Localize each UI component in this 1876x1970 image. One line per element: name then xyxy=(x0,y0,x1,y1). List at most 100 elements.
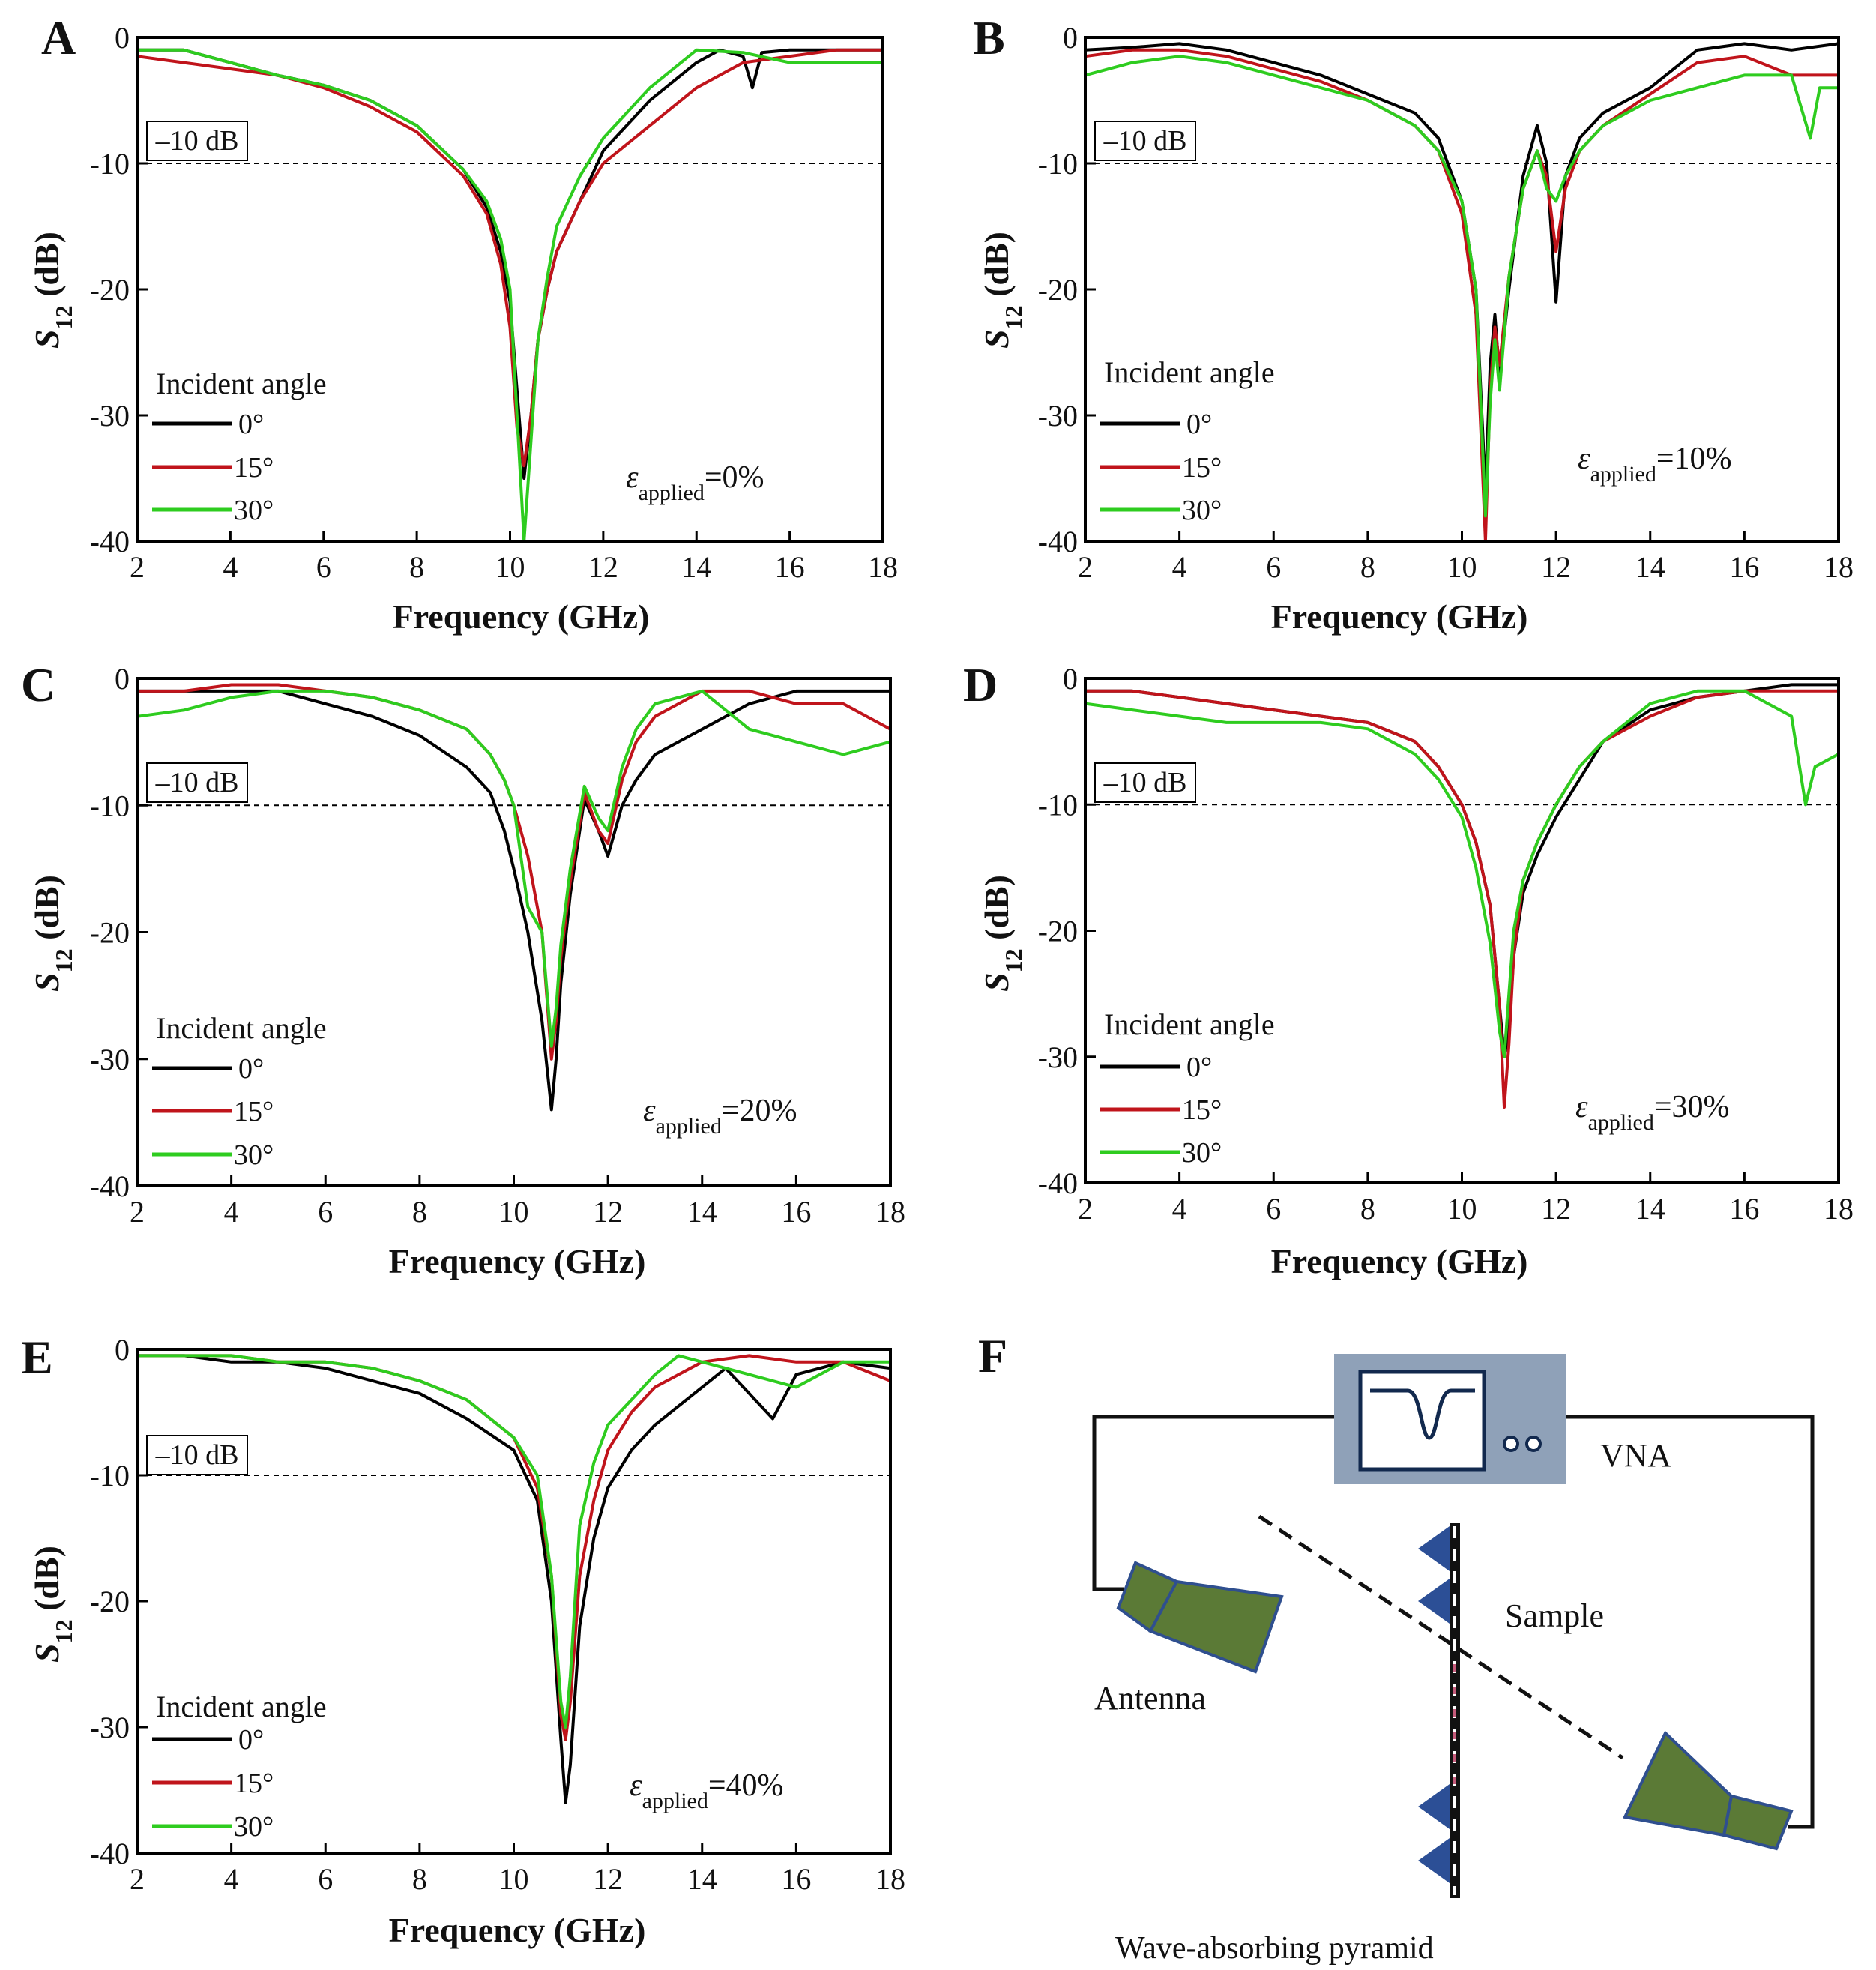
axis-ticks: 2 4 6 8 10 12 14 16 18 0 -10 -20 -30 -40 xyxy=(1038,662,1854,1226)
strain-epsilon: ε xyxy=(643,1094,656,1128)
receive-antenna xyxy=(1623,1730,1794,1851)
y-tick-label: -40 xyxy=(1038,1166,1078,1200)
y-axis-title-unit: (dB) xyxy=(28,875,66,948)
x-axis-title: Frequency (GHz) xyxy=(1271,597,1528,636)
receive-antenna-horn xyxy=(1623,1730,1734,1837)
threshold-label-box xyxy=(146,762,248,803)
y-tick-label: 0 xyxy=(1063,662,1078,696)
y-tick-label: -40 xyxy=(90,1169,130,1203)
series-line-30deg xyxy=(1085,55,1839,518)
pyramid-4 xyxy=(1418,1838,1450,1883)
legend-label-30: 30° xyxy=(234,1811,274,1843)
panel-letter-e: E xyxy=(21,1331,53,1384)
strain-value: =10% xyxy=(1656,442,1732,476)
y-axis-title-s: S xyxy=(28,329,66,349)
x-tick-label: 18 xyxy=(875,1862,905,1896)
legend-label-15: 15° xyxy=(234,1768,274,1799)
strain-epsilon: ε xyxy=(630,1768,642,1803)
y-axis-title-sub: 12 xyxy=(50,948,77,972)
strain-value: =0% xyxy=(705,460,764,495)
y-axis-title-unit: (dB) xyxy=(977,875,1016,948)
x-tick-label: 16 xyxy=(781,1862,811,1896)
x-tick-label: 8 xyxy=(412,1195,427,1229)
series-line-30deg xyxy=(137,1354,890,1729)
series-line-15deg xyxy=(136,48,883,468)
chart-panel-c: Frequency (GHz) S12 (dB) 2 4 6 8 10 12 14 16 180… xyxy=(28,662,905,1280)
legend-title: Incident angle xyxy=(156,1011,327,1045)
x-tick-label: 2 xyxy=(130,550,145,584)
y-axis-title: S12 (dB) xyxy=(28,1546,77,1663)
transmit-antenna-horn xyxy=(1148,1579,1284,1674)
legend-label-0: 0° xyxy=(238,1724,264,1756)
strain-annotation: εapplied=10% xyxy=(1578,442,1732,487)
x-tick-label: 6 xyxy=(318,1195,333,1229)
x-tick-label: 10 xyxy=(499,1862,529,1896)
y-tick-label: 0 xyxy=(1063,21,1078,55)
strain-epsilon: ε xyxy=(1578,442,1590,476)
strain-sub: applied xyxy=(1590,462,1656,487)
x-tick-label: 16 xyxy=(1729,550,1759,584)
y-tick-label: -30 xyxy=(90,1043,130,1076)
setup-diagram: VNA Sample Antenna Wave-absorbing pyrami… xyxy=(1092,1354,1815,1966)
cable-right xyxy=(1565,1415,1815,1829)
x-tick-label: 18 xyxy=(875,1195,905,1229)
x-tick-label: 6 xyxy=(1266,550,1281,584)
threshold-label-box xyxy=(146,121,248,161)
chart-panel-d: Frequency (GHz) S12 (dB) 2 4 6 8 10 12 14 16 180… xyxy=(977,662,1854,1280)
strain-annotation: εapplied=40% xyxy=(630,1768,784,1813)
panel-letter-c: C xyxy=(21,658,55,711)
y-axis-title-s: S xyxy=(28,972,66,992)
x-tick-label: 12 xyxy=(593,1862,623,1896)
x-tick-label: 8 xyxy=(1360,550,1375,584)
signal-path xyxy=(1258,1514,1624,1760)
strain-epsilon: ε xyxy=(1575,1090,1588,1124)
y-tick-label: -20 xyxy=(1038,915,1078,948)
transmit-antenna xyxy=(1116,1561,1284,1674)
x-tick-label: 18 xyxy=(1824,1192,1854,1226)
strain-annotation: εapplied=20% xyxy=(643,1094,797,1139)
x-tick-label: 12 xyxy=(1541,1192,1571,1226)
threshold-label-box xyxy=(1094,121,1196,161)
legend-label-0: 0° xyxy=(1186,409,1212,440)
threshold-label: –10 dB xyxy=(155,125,239,157)
y-tick-label: -10 xyxy=(90,789,130,822)
x-tick-label: 18 xyxy=(868,550,898,584)
panel-letter-a: A xyxy=(41,11,76,64)
y-axis-title-s: S xyxy=(977,329,1016,349)
x-tick-label: 14 xyxy=(1635,550,1665,584)
x-tick-label: 10 xyxy=(499,1195,529,1229)
y-tick-label: -10 xyxy=(1038,147,1078,181)
legend-label-30: 30° xyxy=(1182,495,1222,526)
y-tick-label: -30 xyxy=(1038,399,1078,433)
y-tick-label: -20 xyxy=(1038,273,1078,307)
cable-left xyxy=(1092,1415,1334,1591)
y-tick-label: -20 xyxy=(90,916,130,950)
x-tick-label: 4 xyxy=(1172,550,1187,584)
y-axis-title-sub: 12 xyxy=(50,305,77,329)
series-line-15deg xyxy=(1085,48,1839,543)
x-tick-label: 2 xyxy=(1078,550,1093,584)
series-line-0deg xyxy=(137,1354,891,1804)
x-tick-label: 4 xyxy=(223,550,238,584)
threshold-label: –10 dB xyxy=(1103,767,1187,798)
strain-value: =20% xyxy=(722,1094,797,1128)
legend-label-0: 0° xyxy=(238,1053,264,1085)
pyramid-1 xyxy=(1418,1526,1450,1571)
y-tick-label: -30 xyxy=(1038,1040,1078,1074)
axis-ticks: 2 4 6 8 10 12 14 16 18 0 -10 -20 -30 -40 xyxy=(90,21,898,584)
legend-label-15: 15° xyxy=(1182,452,1222,484)
x-tick-label: 14 xyxy=(687,1862,717,1896)
x-tick-label: 16 xyxy=(775,550,805,584)
y-tick-label: -30 xyxy=(90,399,130,433)
x-tick-label: 10 xyxy=(1447,1192,1477,1226)
axis-ticks: 2 4 6 8 10 12 14 16 18 0 -10 -20 -30 -40 xyxy=(90,662,905,1229)
y-axis-title-s: S xyxy=(977,972,1016,992)
x-tick-label: 16 xyxy=(1729,1192,1759,1226)
strain-sub: applied xyxy=(656,1114,722,1139)
y-tick-label: -40 xyxy=(1038,525,1078,558)
strain-value: =40% xyxy=(708,1768,784,1803)
pyramid-2 xyxy=(1418,1579,1450,1624)
x-tick-label: 14 xyxy=(687,1195,717,1229)
